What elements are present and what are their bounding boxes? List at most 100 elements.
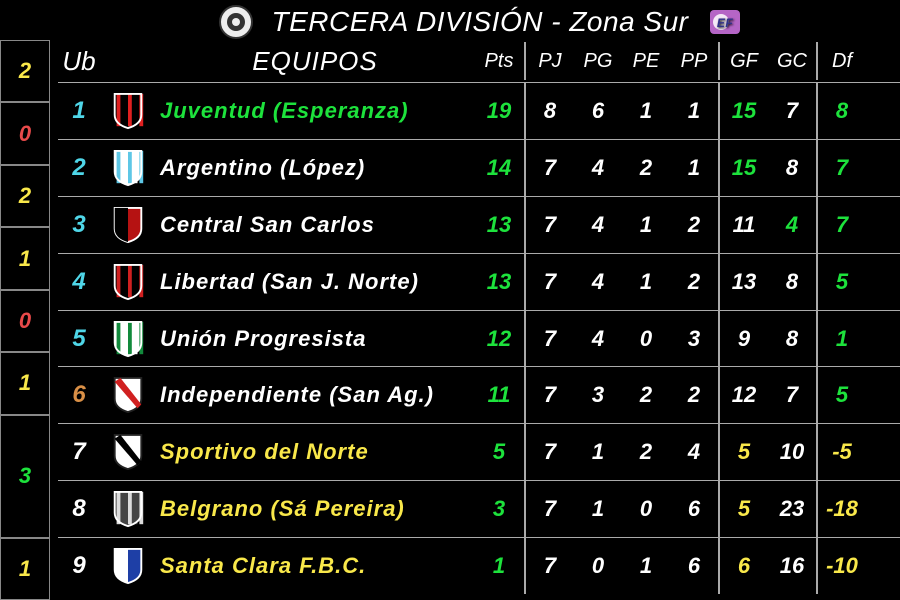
cell-pts: 13 <box>474 212 524 238</box>
cell-df: 5 <box>818 269 866 295</box>
cell-team: Santa Clara F.B.C. <box>156 553 474 579</box>
cell-pp: 4 <box>670 439 718 465</box>
cell-pj: 7 <box>526 326 574 352</box>
left-sliver-cell: 0 <box>0 290 50 352</box>
team-badge-icon <box>100 546 156 586</box>
left-sliver-column: 20210131 <box>0 40 50 600</box>
title-bar: TERCERA DIVISIÓN - Zona Sur EF <box>60 2 900 42</box>
table-row: 9Santa Clara F.B.C.17016616-10 <box>58 537 900 594</box>
league-crest-right-icon: EF <box>707 4 743 40</box>
cell-team: Central San Carlos <box>156 212 474 238</box>
team-badge-icon <box>100 489 156 529</box>
cell-pos: 3 <box>58 211 100 239</box>
left-sliver-cell: 3 <box>0 415 50 538</box>
cell-pj: 7 <box>526 269 574 295</box>
cell-team: Independiente (San Ag.) <box>156 382 474 408</box>
cell-pj: 7 <box>526 382 574 408</box>
cell-pp: 2 <box>670 382 718 408</box>
cell-team: Sportivo del Norte <box>156 439 474 465</box>
cell-gc: 8 <box>768 269 816 295</box>
cell-gc: 4 <box>768 212 816 238</box>
header-gc: GC <box>768 50 816 73</box>
rows-container: 1Juventud (Esperanza)19861115782Argentin… <box>58 82 900 594</box>
left-sliver-cell: 1 <box>0 227 50 289</box>
cell-pos: 4 <box>58 268 100 296</box>
cell-gf: 5 <box>720 496 768 522</box>
cell-team: Argentino (López) <box>156 155 474 181</box>
cell-pg: 4 <box>574 269 622 295</box>
cell-pp: 2 <box>670 269 718 295</box>
cell-gc: 10 <box>768 439 816 465</box>
cell-pp: 1 <box>670 155 718 181</box>
cell-pg: 1 <box>574 496 622 522</box>
cell-df: -18 <box>818 496 866 522</box>
cell-pj: 7 <box>526 439 574 465</box>
header-pg: PG <box>574 50 622 73</box>
cell-df: 5 <box>818 382 866 408</box>
cell-gf: 6 <box>720 553 768 579</box>
cell-gf: 11 <box>720 212 768 238</box>
cell-pj: 7 <box>526 155 574 181</box>
title-text: TERCERA DIVISIÓN - Zona Sur <box>272 2 689 42</box>
cell-pp: 1 <box>670 98 718 124</box>
team-badge-icon <box>100 432 156 472</box>
cell-pe: 1 <box>622 98 670 124</box>
cell-pos: 8 <box>58 495 100 523</box>
cell-pj: 7 <box>526 212 574 238</box>
cell-pg: 4 <box>574 155 622 181</box>
cell-team: Unión Progresista <box>156 326 474 352</box>
cell-pts: 13 <box>474 269 524 295</box>
cell-gc: 7 <box>768 382 816 408</box>
cell-pg: 3 <box>574 382 622 408</box>
cell-pts: 12 <box>474 326 524 352</box>
cell-team: Belgrano (Sá Pereira) <box>156 496 474 522</box>
cell-pts: 3 <box>474 496 524 522</box>
cell-gc: 8 <box>768 155 816 181</box>
header-pp: PP <box>670 50 718 73</box>
team-badge-icon <box>100 319 156 359</box>
cell-pts: 14 <box>474 155 524 181</box>
header-row: Ub EQUIPOS Pts PJ PG PE PP GF GC Df <box>58 42 900 80</box>
team-badge-icon <box>100 148 156 188</box>
cell-pts: 19 <box>474 98 524 124</box>
cell-pos: 1 <box>58 97 100 125</box>
cell-pp: 6 <box>670 553 718 579</box>
cell-pos: 6 <box>58 381 100 409</box>
table-row: 6Independiente (San Ag.)1173221275 <box>58 366 900 423</box>
cell-pj: 8 <box>526 98 574 124</box>
cell-pts: 1 <box>474 553 524 579</box>
cell-gc: 7 <box>768 98 816 124</box>
table-row: 5Unión Progresista127403981 <box>58 310 900 367</box>
cell-pe: 1 <box>622 212 670 238</box>
left-sliver-cell: 1 <box>0 352 50 414</box>
cell-gc: 23 <box>768 496 816 522</box>
cell-pe: 2 <box>622 382 670 408</box>
cell-gc: 8 <box>768 326 816 352</box>
team-badge-icon <box>100 91 156 131</box>
header-ub: Ub <box>58 46 100 77</box>
header-team: EQUIPOS <box>156 46 474 77</box>
header-pj: PJ <box>526 50 574 73</box>
header-df: Df <box>818 50 866 73</box>
cell-pe: 2 <box>622 439 670 465</box>
cell-pg: 4 <box>574 326 622 352</box>
table-row: 1Juventud (Esperanza)1986111578 <box>58 82 900 139</box>
cell-pos: 5 <box>58 325 100 353</box>
table-row: 7Sportivo del Norte57124510-5 <box>58 423 900 480</box>
cell-gf: 12 <box>720 382 768 408</box>
table-row: 4Libertad (San J. Norte)1374121385 <box>58 253 900 310</box>
cell-pts: 11 <box>474 382 524 408</box>
table-row: 2Argentino (López)1474211587 <box>58 139 900 196</box>
cell-pj: 7 <box>526 496 574 522</box>
cell-df: 7 <box>818 155 866 181</box>
cell-df: 1 <box>818 326 866 352</box>
cell-pos: 2 <box>58 154 100 182</box>
header-pe: PE <box>622 50 670 73</box>
team-badge-icon <box>100 205 156 245</box>
cell-pos: 7 <box>58 438 100 466</box>
table-row: 3Central San Carlos1374121147 <box>58 196 900 253</box>
cell-pts: 5 <box>474 439 524 465</box>
left-sliver-cell: 1 <box>0 538 50 600</box>
standings-table: TERCERA DIVISIÓN - Zona Sur EF 20210131 … <box>0 0 900 600</box>
cell-pe: 0 <box>622 326 670 352</box>
